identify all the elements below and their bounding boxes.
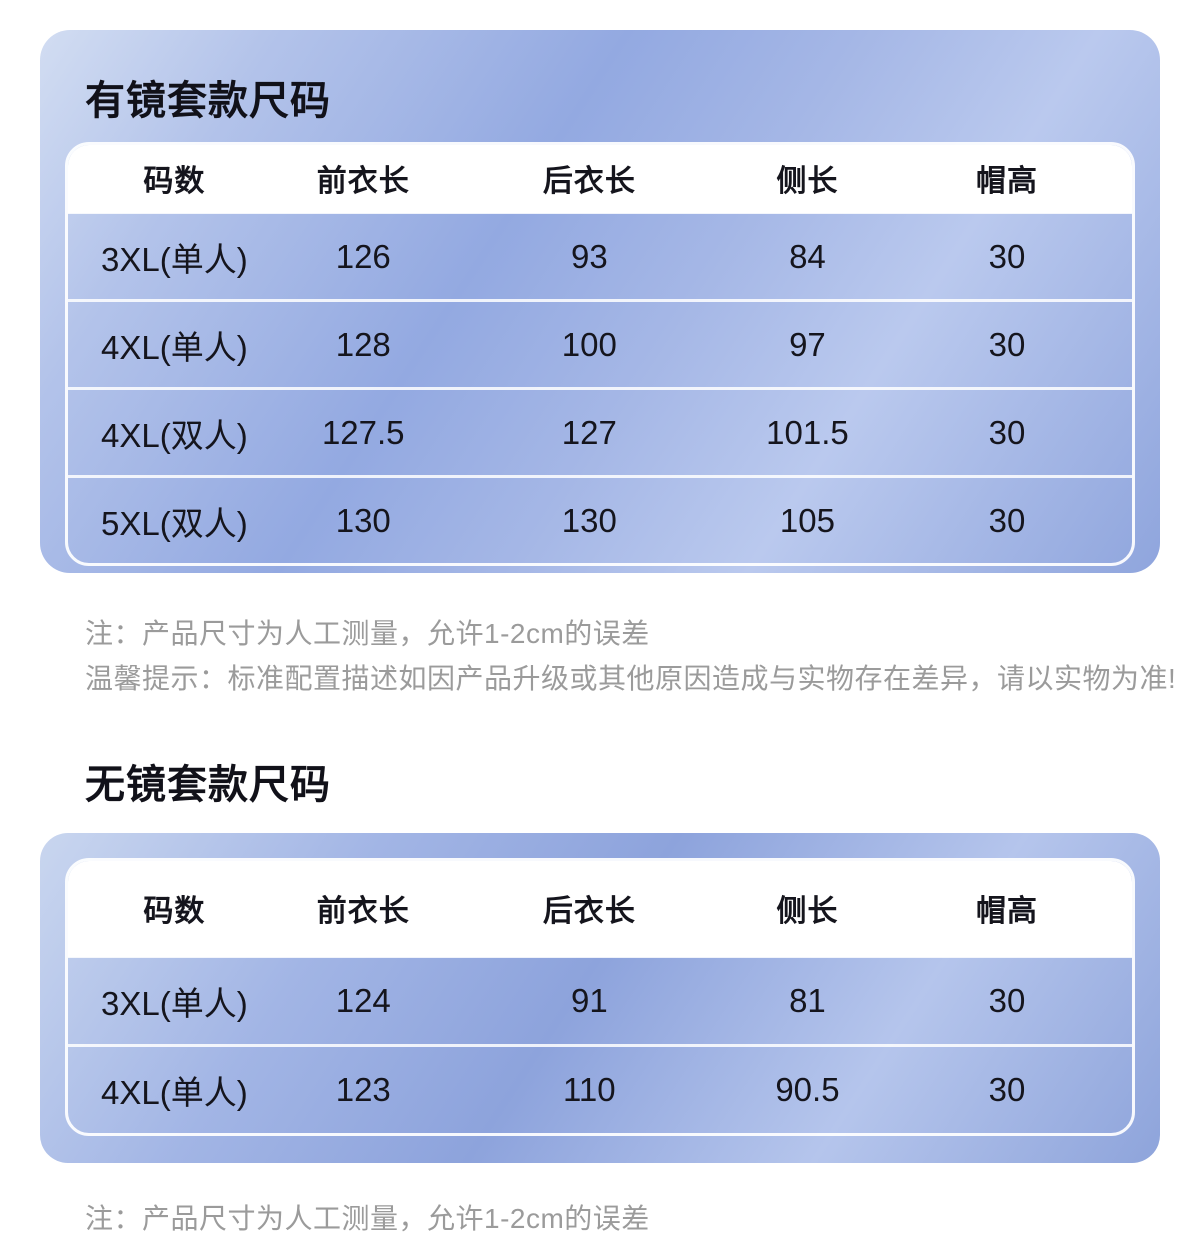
size-cell: 4XL(单人) bbox=[68, 1044, 281, 1133]
column-header-hood-height: 帽高 bbox=[881, 145, 1132, 213]
table-header-row: 码数 前衣长 后衣长 侧长 帽高 bbox=[68, 861, 1132, 957]
value-cell: 30 bbox=[881, 299, 1132, 389]
value-cell: 123 bbox=[280, 1044, 446, 1133]
size-cell: 5XL(双人) bbox=[68, 475, 281, 563]
value-cell: 30 bbox=[881, 387, 1132, 477]
table-header-row: 码数 前衣长 后衣长 侧长 帽高 bbox=[68, 145, 1132, 213]
value-cell: 91 bbox=[445, 955, 733, 1046]
column-header-back-length: 后衣长 bbox=[445, 145, 733, 213]
value-cell: 130 bbox=[280, 475, 446, 563]
value-cell: 110 bbox=[445, 1044, 733, 1133]
column-header-back-length: 后衣长 bbox=[445, 861, 733, 957]
size-cell: 4XL(双人) bbox=[68, 387, 281, 477]
section-title: 无镜套款尺码 bbox=[85, 763, 331, 807]
column-header-size: 码数 bbox=[68, 145, 281, 213]
value-cell: 128 bbox=[280, 299, 446, 389]
column-header-front-length: 前衣长 bbox=[280, 861, 446, 957]
value-cell: 100 bbox=[445, 299, 733, 389]
size-card-without-visor: 码数 前衣长 后衣长 侧长 帽高 3XL(单人) 124 91 81 30 4X… bbox=[40, 833, 1160, 1163]
value-cell: 97 bbox=[732, 299, 882, 389]
value-cell: 127 bbox=[445, 387, 733, 477]
value-cell: 127.5 bbox=[280, 387, 446, 477]
warm-tip-note: 温馨提示：标准配置描述如因产品升级或其他原因造成与实物存在差异，请以实物为准! bbox=[85, 663, 1177, 694]
column-header-hood-height: 帽高 bbox=[881, 861, 1132, 957]
size-card-with-visor: 有镜套款尺码 码数 前衣长 后衣长 侧长 帽高 3XL(单人) 126 93 bbox=[40, 30, 1160, 573]
measurement-note: 注：产品尺寸为人工测量，允许1-2cm的误差 bbox=[85, 618, 650, 649]
size-cell: 4XL(单人) bbox=[68, 299, 281, 389]
table-row: 3XL(单人) 124 91 81 30 bbox=[68, 955, 1132, 1046]
column-header-front-length: 前衣长 bbox=[280, 145, 446, 213]
value-cell: 81 bbox=[732, 955, 882, 1046]
size-table-without-visor: 码数 前衣长 后衣长 侧长 帽高 3XL(单人) 124 91 81 30 4X… bbox=[65, 858, 1135, 1136]
table-row: 3XL(单人) 126 93 84 30 bbox=[68, 211, 1132, 301]
value-cell: 130 bbox=[445, 475, 733, 563]
value-cell: 30 bbox=[881, 475, 1132, 563]
value-cell: 126 bbox=[280, 211, 446, 301]
table-row: 4XL(双人) 127.5 127 101.5 30 bbox=[68, 387, 1132, 477]
size-table-with-visor: 码数 前衣长 后衣长 侧长 帽高 3XL(单人) 126 93 84 30 4X… bbox=[65, 142, 1135, 566]
table-row: 4XL(单人) 123 110 90.5 30 bbox=[68, 1044, 1132, 1133]
table-row: 4XL(单人) 128 100 97 30 bbox=[68, 299, 1132, 389]
measurement-note-clipped: 注：产品尺寸为人工测量，允许1-2cm的误差 bbox=[85, 1203, 650, 1234]
value-cell: 90.5 bbox=[732, 1044, 882, 1133]
value-cell: 124 bbox=[280, 955, 446, 1046]
column-header-side-length: 侧长 bbox=[732, 861, 882, 957]
size-cell: 3XL(单人) bbox=[68, 955, 281, 1046]
value-cell: 84 bbox=[732, 211, 882, 301]
value-cell: 93 bbox=[445, 211, 733, 301]
column-header-side-length: 侧长 bbox=[732, 145, 882, 213]
value-cell: 30 bbox=[881, 1044, 1132, 1133]
column-header-size: 码数 bbox=[68, 861, 281, 957]
section-title: 有镜套款尺码 bbox=[85, 79, 331, 123]
table-row: 5XL(双人) 130 130 105 30 bbox=[68, 475, 1132, 563]
value-cell: 30 bbox=[881, 955, 1132, 1046]
value-cell: 101.5 bbox=[732, 387, 882, 477]
size-cell: 3XL(单人) bbox=[68, 211, 281, 301]
value-cell: 30 bbox=[881, 211, 1132, 301]
value-cell: 105 bbox=[732, 475, 882, 563]
